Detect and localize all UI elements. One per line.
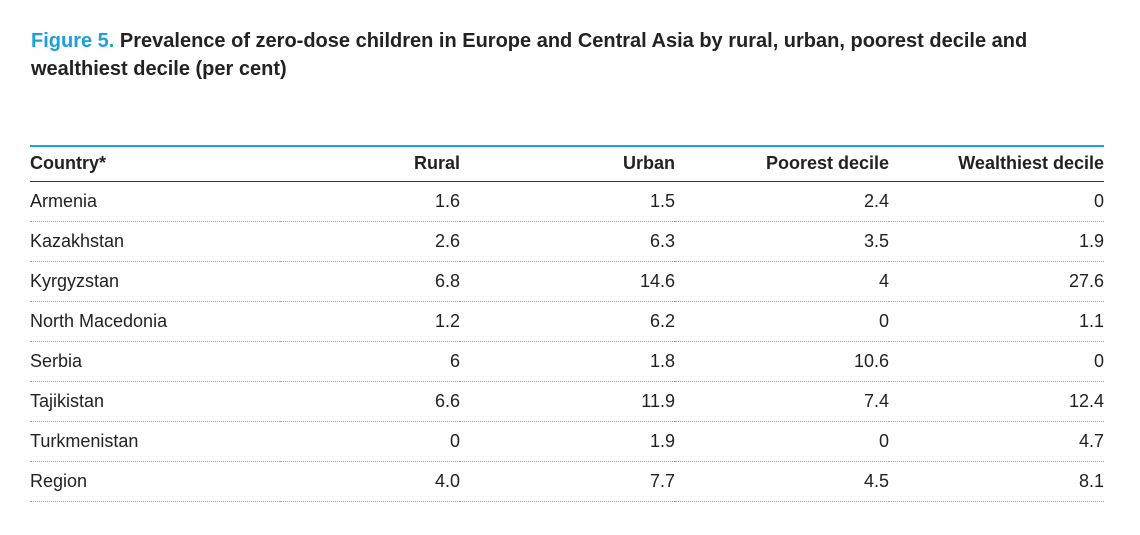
table-cell: 6.6 — [434, 390, 460, 411]
table-row: Turkmenistan 0 1.9 0 4.7 — [30, 421, 1104, 461]
table-cell: 11.9 — [641, 390, 675, 411]
table-cell: 0 — [1093, 190, 1104, 211]
data-table: Country* Rural Urban Poorest decile Wealthie… — [30, 145, 1104, 502]
column-header: Urban — [622, 153, 675, 174]
row-label: Region — [30, 470, 88, 491]
table-cell: 4.0 — [434, 470, 460, 491]
table-row: Serbia 6 1.8 10.6 0 — [30, 341, 1104, 381]
table-cell: 6.8 — [434, 270, 460, 291]
row-label: Kazakhstan — [30, 230, 125, 251]
row-label: Tajikistan — [30, 390, 105, 411]
table-cell: 1.1 — [1078, 310, 1104, 331]
column-header: Country* — [30, 153, 106, 174]
table-cell: 27.6 — [1068, 270, 1104, 291]
table-cell: 1.8 — [649, 350, 675, 371]
table-cell: 1.5 — [649, 190, 675, 211]
header-row: Country* Rural Urban Poorest decile Wealthie… — [30, 146, 1104, 181]
row-label: Kyrgyzstan — [30, 270, 120, 291]
table-cell: 12.4 — [1068, 390, 1104, 411]
table-row: Kyrgyzstan 6.8 14.6 4 27.6 — [30, 261, 1104, 301]
table-cell: 0 — [1093, 350, 1104, 371]
table-header: Country* Rural Urban Poorest decile Wealthie… — [30, 146, 1104, 181]
row-label: North Macedonia — [30, 310, 168, 331]
table-cell: 4 — [878, 270, 889, 291]
table-cell: 0 — [878, 430, 889, 451]
row-label: Serbia — [30, 350, 83, 371]
table-cell: 1.9 — [1078, 230, 1104, 251]
table-cell: 2.6 — [434, 230, 460, 251]
table-body: Armenia 1.6 1.5 2.4 0 Kazakhstan 2.6 6.3 3.5 1.9 K… — [30, 181, 1104, 501]
figure-text: Prevalence of zero-dose children in Euro… — [31, 30, 1028, 80]
table-cell: 0 — [449, 430, 460, 451]
table-cell: 3.5 — [863, 230, 889, 251]
table-row: Region 4.0 7.7 4.5 8.1 — [30, 461, 1104, 501]
table-cell: 6.2 — [649, 310, 675, 331]
table-cell: 10.6 — [853, 350, 889, 371]
table-cell: 6.3 — [649, 230, 675, 251]
table-cell: 8.1 — [1078, 470, 1104, 491]
table-row: Kazakhstan 2.6 6.3 3.5 1.9 — [30, 221, 1104, 261]
table-cell: 1.9 — [649, 430, 675, 451]
table-row: Tajikistan 6.6 11.9 7.4 12.4 — [30, 381, 1104, 421]
table-cell: 1.2 — [434, 310, 460, 331]
table-cell: 4.7 — [1078, 430, 1104, 451]
row-label: Armenia — [30, 190, 98, 211]
table-cell: 6 — [449, 350, 460, 371]
table-cell: 14.6 — [639, 270, 675, 291]
table-cell: 4.5 — [863, 470, 889, 491]
table-cell: 7.7 — [649, 470, 675, 491]
table-row: North Macedonia 1.2 6.2 0 1.1 — [30, 301, 1104, 341]
row-label: Turkmenistan — [30, 430, 139, 451]
column-header: Wealthiest decile — [958, 153, 1104, 174]
figure-label: Figure 5. — [31, 30, 115, 52]
table-cell: 0 — [878, 310, 889, 331]
figure-title: Figure 5. Prevalence of zero-dose childr… — [31, 27, 1111, 83]
table-cell: 7.4 — [863, 390, 889, 411]
table-row: Armenia 1.6 1.5 2.4 0 — [30, 181, 1104, 221]
table-cell: 1.6 — [434, 190, 460, 211]
table-cell: 2.4 — [863, 190, 889, 211]
column-header: Rural — [413, 153, 460, 174]
column-header: Poorest decile — [765, 153, 889, 174]
